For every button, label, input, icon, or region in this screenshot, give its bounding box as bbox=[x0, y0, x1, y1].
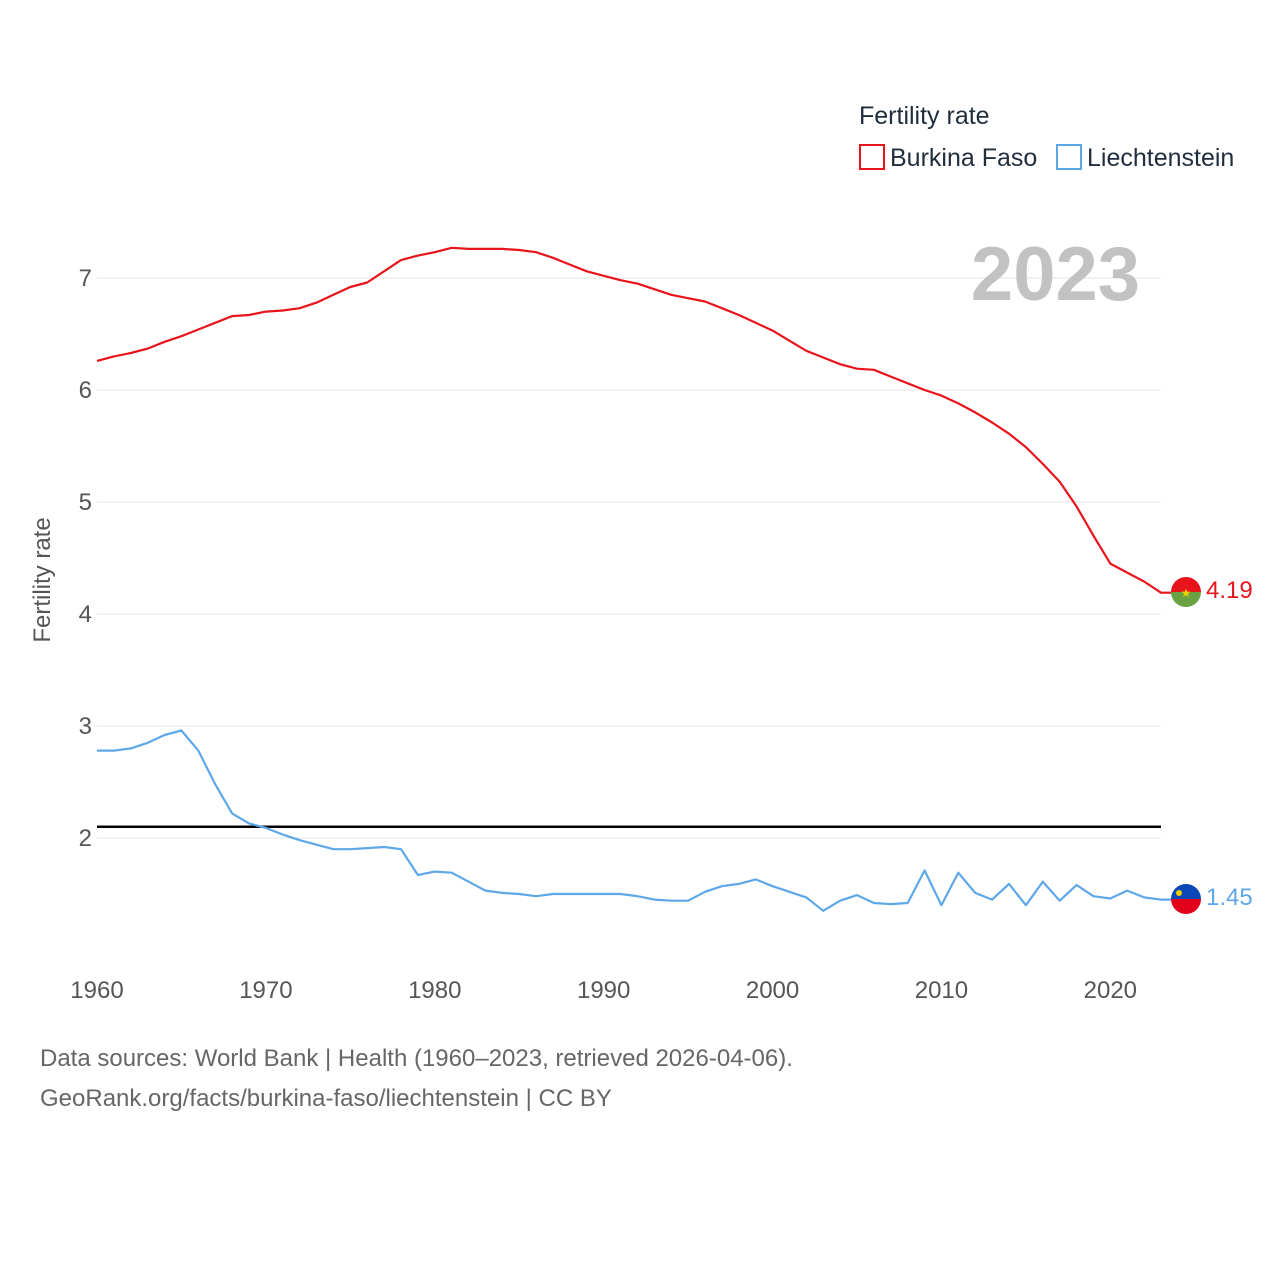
svg-text:★: ★ bbox=[1181, 586, 1192, 600]
gridlines bbox=[97, 277, 1161, 839]
legend-swatch-liechtenstein[interactable] bbox=[1056, 144, 1082, 170]
y-tick-label: 6 bbox=[79, 377, 92, 404]
end-label-liechtenstein: 1.45 bbox=[1206, 884, 1253, 911]
x-tick-label: 2000 bbox=[746, 977, 799, 1004]
burkina-faso-flag-icon: ★ bbox=[1171, 577, 1201, 607]
end-label-burkina-faso: 4.19 bbox=[1206, 577, 1253, 604]
x-tick-label: 1960 bbox=[70, 977, 123, 1004]
x-tick-label: 1990 bbox=[577, 977, 630, 1004]
legend-label-liechtenstein[interactable]: Liechtenstein bbox=[1087, 144, 1234, 172]
x-tick-label: 1980 bbox=[408, 977, 461, 1004]
y-tick-label: 4 bbox=[79, 601, 92, 628]
legend: Fertility rate Burkina Faso Liechtenstei… bbox=[859, 102, 1234, 172]
x-tick-label: 2010 bbox=[915, 977, 968, 1004]
liechtenstein-flag-icon bbox=[1171, 884, 1201, 914]
y-tick-label: 7 bbox=[79, 265, 92, 292]
y-tick-label: 5 bbox=[79, 489, 92, 516]
source-line-2[interactable]: GeoRank.org/facts/burkina-faso/liechtens… bbox=[40, 1085, 612, 1112]
y-axis-label: Fertility rate bbox=[29, 517, 56, 642]
axes: 2 3 4 5 6 7 1960 1970 1980 1990 2000 2010 2020 bbox=[70, 265, 1137, 1004]
legend-swatch-burkina-faso[interactable] bbox=[859, 144, 885, 170]
legend-title: Fertility rate bbox=[859, 102, 990, 130]
x-tick-label: 2020 bbox=[1084, 977, 1137, 1004]
legend-label-burkina-faso[interactable]: Burkina Faso bbox=[890, 144, 1037, 172]
end-marker-liechtenstein: 1.45 bbox=[1171, 884, 1253, 914]
y-tick-label: 3 bbox=[79, 713, 92, 740]
end-marker-burkina-faso: ★ 4.19 bbox=[1171, 577, 1253, 607]
x-tick-label: 1970 bbox=[239, 977, 292, 1004]
series-line-burkina-faso[interactable] bbox=[96, 246, 1172, 594]
series-lines bbox=[96, 246, 1172, 912]
year-label: 2023 bbox=[971, 232, 1140, 317]
y-tick-label: 2 bbox=[79, 825, 92, 852]
source-line-1: Data sources: World Bank | Health (1960–… bbox=[40, 1045, 793, 1072]
series-line-liechtenstein[interactable] bbox=[97, 729, 1172, 912]
